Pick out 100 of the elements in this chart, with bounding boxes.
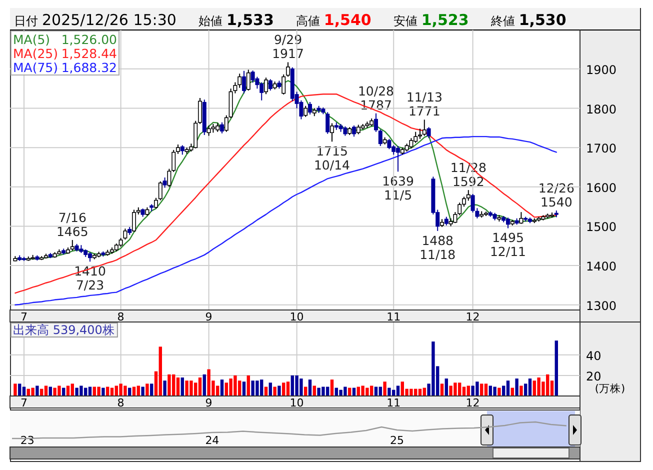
bar xyxy=(396,386,400,396)
candlestick xyxy=(238,73,242,88)
candlestick xyxy=(453,212,458,224)
bar xyxy=(163,380,166,396)
bar xyxy=(150,384,154,396)
x-tick-label: 23 xyxy=(20,434,34,447)
candlestick xyxy=(426,126,431,139)
x-tick-label: 8 xyxy=(117,310,124,324)
text: 1,533 xyxy=(226,11,274,29)
y-tick-label: 1600 xyxy=(586,180,617,195)
y-tick-label: 20 xyxy=(586,369,602,384)
bar xyxy=(268,382,272,396)
annotation: 1715 10/14 xyxy=(314,144,350,173)
candlestick xyxy=(268,78,272,92)
bar xyxy=(278,386,281,396)
text: 始値 xyxy=(198,14,222,28)
candlestick xyxy=(246,69,250,92)
annotation: 出来高 539,400株 xyxy=(13,323,114,337)
bar xyxy=(36,386,39,396)
text: MA(75) 1,688.32 xyxy=(13,60,117,75)
bar xyxy=(146,384,149,396)
candlestick xyxy=(162,176,167,188)
bar xyxy=(515,378,518,396)
candlestick xyxy=(264,77,268,95)
text: MA(25) 1,528.44 xyxy=(13,46,118,61)
bar xyxy=(286,382,290,396)
candlestick xyxy=(326,112,330,134)
candlestick xyxy=(304,105,308,118)
y-tick-label: 1400 xyxy=(586,260,617,274)
candlestick xyxy=(343,126,348,136)
candlestick xyxy=(458,202,462,216)
x-tick-label: 25 xyxy=(390,434,404,447)
candlestick xyxy=(198,98,202,124)
bar xyxy=(493,386,496,396)
x-tick-label: 12 xyxy=(466,310,480,324)
x-tick-label: 10 xyxy=(290,396,304,410)
bar xyxy=(180,378,184,396)
text: 終値 xyxy=(490,14,515,28)
x-tick-label: 8 xyxy=(117,396,124,410)
x-tick-label: 9 xyxy=(205,396,212,410)
bar xyxy=(176,378,180,396)
bar xyxy=(14,384,17,396)
bar xyxy=(246,375,250,396)
text: 1,540 xyxy=(324,11,372,29)
candlestick xyxy=(374,112,378,132)
bar xyxy=(273,386,276,396)
bar xyxy=(66,386,70,396)
x-tick-label: 7 xyxy=(20,396,28,410)
candlestick xyxy=(242,70,246,94)
candlestick xyxy=(286,62,290,78)
bar xyxy=(102,388,105,396)
candlestick xyxy=(519,212,524,224)
annotation: 11/13 1771 xyxy=(406,90,442,119)
bar xyxy=(242,382,246,396)
bar xyxy=(220,380,224,396)
candlestick xyxy=(330,122,334,142)
bar xyxy=(312,386,316,396)
annotation: 1639 11/5 xyxy=(382,174,414,203)
bar xyxy=(31,388,34,396)
annotation: 1488 11/18 xyxy=(420,232,456,262)
annotation: 9/29 1917 xyxy=(272,32,304,62)
bar xyxy=(282,382,286,396)
bar xyxy=(97,386,100,396)
bar xyxy=(18,384,22,396)
text: 2025/12/26 15:30 xyxy=(42,11,176,29)
text: 高値 xyxy=(296,14,320,28)
candlestick xyxy=(167,168,172,188)
x-tick-label: 10 xyxy=(290,310,304,324)
candlestick xyxy=(352,125,356,138)
y-tick-label: 1800 xyxy=(586,102,617,116)
candlestick xyxy=(308,101,312,116)
candlestick xyxy=(378,128,382,147)
bar xyxy=(44,386,48,396)
bar xyxy=(498,388,501,396)
text: 1,523 xyxy=(421,11,469,29)
annotation: 7/16 1465 xyxy=(56,210,88,239)
x-tick-label: 24 xyxy=(205,434,220,447)
bar xyxy=(520,386,523,396)
x-tick-label: 9 xyxy=(205,310,212,324)
bar xyxy=(444,378,448,396)
bar xyxy=(308,380,312,396)
bar xyxy=(466,386,470,396)
annotation: 12/26 1540 xyxy=(538,180,574,210)
bar xyxy=(70,384,74,396)
x-tick-label: 12 xyxy=(466,396,480,410)
candlestick xyxy=(180,144,184,156)
y-tick-label: 1900 xyxy=(586,62,617,77)
bar xyxy=(484,384,488,396)
annotation: 1495 12/11 xyxy=(490,230,526,260)
bar xyxy=(528,378,532,396)
y-tick-label: 40 xyxy=(586,348,602,363)
x-tick-label: 11 xyxy=(386,310,401,324)
bar xyxy=(506,380,510,396)
text: 1,530 xyxy=(518,11,566,29)
y-tick-label: 1300 xyxy=(586,298,617,313)
bar xyxy=(136,386,140,396)
candlestick xyxy=(422,119,426,136)
candlestick xyxy=(220,122,224,134)
candlestick xyxy=(224,114,228,132)
bar xyxy=(202,374,206,396)
